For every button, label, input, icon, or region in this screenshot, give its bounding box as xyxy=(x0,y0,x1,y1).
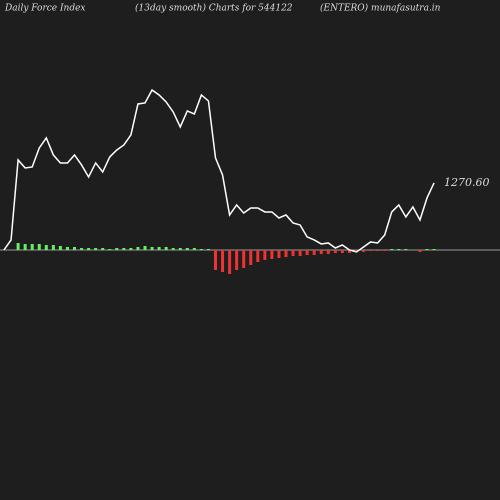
force-bar xyxy=(284,250,288,257)
force-bar xyxy=(383,250,387,251)
force-bar xyxy=(171,248,175,250)
value-label: 1270.60 xyxy=(444,176,490,189)
price-line xyxy=(3,88,435,253)
force-bar xyxy=(256,250,260,262)
force-bar xyxy=(312,250,316,255)
force-bar xyxy=(115,248,119,250)
source: (ENTERO) munafasutra.in xyxy=(320,3,441,14)
force-bar xyxy=(242,250,246,268)
force-bar xyxy=(340,250,344,253)
force-bar xyxy=(143,246,147,250)
force-bar xyxy=(16,243,20,250)
force-bar xyxy=(51,245,55,250)
force-bar xyxy=(270,250,274,259)
force-bar xyxy=(235,250,239,270)
force-bar xyxy=(129,248,133,250)
force-bar xyxy=(136,247,140,250)
force-bar xyxy=(249,250,253,265)
force-bar xyxy=(263,250,267,260)
force-bar xyxy=(369,250,373,251)
force-bar xyxy=(362,250,366,252)
force-bar xyxy=(178,248,182,250)
force-bar xyxy=(277,250,281,258)
force-bar xyxy=(30,244,34,250)
force-bar xyxy=(418,250,422,252)
force-bar xyxy=(73,247,76,250)
force-bar xyxy=(326,250,330,254)
force-bar xyxy=(108,249,112,250)
force-bar xyxy=(376,250,380,251)
force-bar xyxy=(298,250,302,256)
force-bar xyxy=(80,248,84,250)
force-bar xyxy=(58,246,62,250)
force-bar xyxy=(206,249,210,250)
force-bar xyxy=(157,247,161,250)
force-bar xyxy=(94,248,98,250)
force-bar xyxy=(228,250,232,274)
force-bar xyxy=(87,248,91,250)
chart-title: Daily Force Index xyxy=(4,4,86,14)
force-bar xyxy=(199,249,203,250)
force-bar xyxy=(44,245,48,250)
force-bar xyxy=(37,244,41,250)
force-bar xyxy=(221,250,225,272)
force-bar xyxy=(404,249,408,250)
force-bar xyxy=(432,249,436,250)
force-bar xyxy=(150,247,154,250)
force-bar xyxy=(122,248,126,250)
force-bar xyxy=(355,250,358,252)
force-bar xyxy=(425,249,429,250)
force-bar xyxy=(397,249,401,250)
force-bar xyxy=(390,249,394,250)
force-bar xyxy=(214,250,217,270)
force-bar xyxy=(185,248,189,250)
force-bar xyxy=(305,250,309,255)
force-bar xyxy=(319,250,323,254)
force-bar xyxy=(192,248,196,250)
force-bar xyxy=(347,250,351,253)
force-bar xyxy=(333,250,337,253)
force-bar xyxy=(291,250,295,256)
force-bar xyxy=(164,247,168,250)
force-bar xyxy=(23,244,27,250)
force-bar xyxy=(65,247,69,250)
chart-subtitle: (13day smooth) Charts for 544122 xyxy=(135,3,293,14)
force-bar xyxy=(101,248,105,250)
